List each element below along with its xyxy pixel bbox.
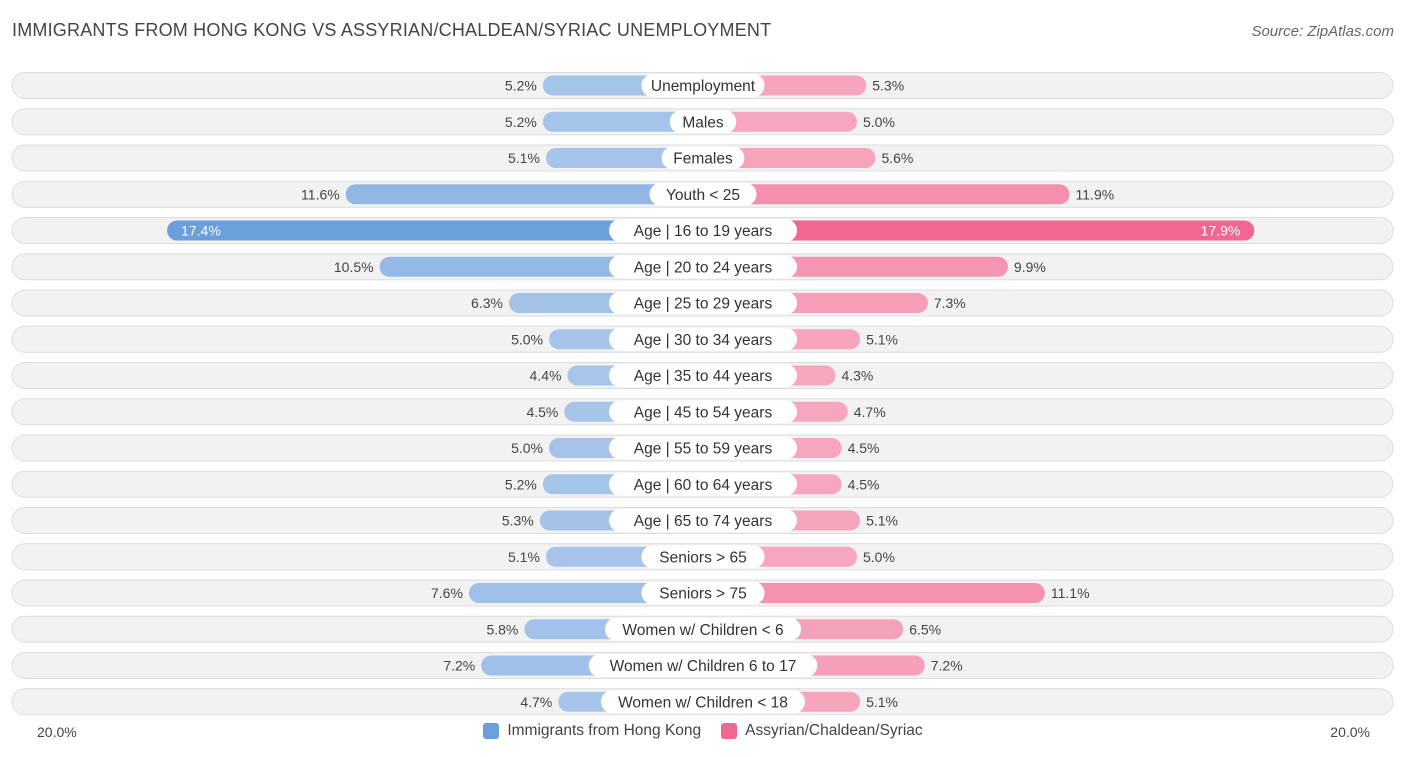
category-label-pill xyxy=(609,472,797,496)
legend-swatch-assyrian xyxy=(721,723,738,739)
legend-label-hong-kong: Immigrants from Hong Kong xyxy=(507,722,702,739)
axis-left-label: 20.0% xyxy=(37,724,77,740)
chart-title: IMMIGRANTS FROM HONG KONG VS ASSYRIAN/CH… xyxy=(12,20,772,40)
value-label-hong-kong: 4.4% xyxy=(530,368,562,384)
category-label: Women w/ Children < 18 xyxy=(618,694,788,711)
category-label-pill xyxy=(649,182,757,206)
value-label-hong-kong: 7.2% xyxy=(443,658,475,674)
source-label: Source: ZipAtlas.com xyxy=(1251,23,1394,40)
category-label: Age | 25 to 29 years xyxy=(634,296,773,313)
legend-item-hong-kong: Immigrants from Hong Kong xyxy=(483,722,701,740)
legend: Immigrants from Hong Kong Assyrian/Chald… xyxy=(0,722,1406,740)
category-label-pill xyxy=(609,436,797,460)
category-label: Age | 60 to 64 years xyxy=(634,477,773,494)
category-label-pill xyxy=(641,545,765,569)
value-label-assyrian: 4.5% xyxy=(848,476,880,492)
value-label-hong-kong: 5.2% xyxy=(505,114,537,130)
bar-hong-kong xyxy=(167,220,713,241)
value-label-assyrian: 5.0% xyxy=(863,114,895,130)
category-label-pill xyxy=(609,291,797,315)
category-label: Age | 55 to 59 years xyxy=(634,441,773,458)
bar-assyrian xyxy=(693,220,1255,241)
value-label-hong-kong: 17.4% xyxy=(181,223,221,239)
category-label-pill xyxy=(641,581,765,605)
value-label-hong-kong: 6.3% xyxy=(471,295,503,311)
category-label: Youth < 25 xyxy=(666,187,740,204)
value-label-assyrian: 4.5% xyxy=(848,440,880,456)
value-label-assyrian: 11.1% xyxy=(1051,585,1090,601)
category-label: Age | 16 to 19 years xyxy=(634,223,773,240)
value-label-assyrian: 5.6% xyxy=(881,150,913,166)
value-label-assyrian: 5.0% xyxy=(863,549,895,565)
value-label-assyrian: 6.5% xyxy=(909,621,941,637)
value-label-hong-kong: 5.1% xyxy=(508,549,540,565)
value-label-hong-kong: 5.8% xyxy=(486,621,518,637)
value-label-assyrian: 7.3% xyxy=(934,295,966,311)
value-label-hong-kong: 7.6% xyxy=(431,585,463,601)
value-label-assyrian: 4.7% xyxy=(854,404,886,420)
category-label: Age | 45 to 54 years xyxy=(634,404,773,421)
value-label-hong-kong: 5.0% xyxy=(511,331,543,347)
category-label-pill xyxy=(604,617,802,641)
category-label-pill xyxy=(588,654,818,677)
legend-label-assyrian: Assyrian/Chaldean/Syriac xyxy=(745,722,923,739)
category-label-pill xyxy=(661,146,745,170)
category-label: Age | 30 to 34 years xyxy=(634,332,773,349)
bar-hong-kong xyxy=(345,184,713,205)
bar-assyrian xyxy=(693,184,1070,205)
value-label-assyrian: 4.3% xyxy=(841,368,873,384)
value-label-assyrian: 11.9% xyxy=(1076,186,1115,202)
category-label: Women w/ Children 6 to 17 xyxy=(610,658,797,675)
category-label-pill xyxy=(609,400,797,424)
category-label: Males xyxy=(682,114,724,131)
category-label-pill xyxy=(609,255,797,279)
category-label-pill xyxy=(609,364,797,387)
category-label-pill xyxy=(609,219,797,242)
value-label-hong-kong: 5.2% xyxy=(505,78,537,94)
legend-swatch-hong-kong xyxy=(483,723,500,739)
bar-hong-kong xyxy=(542,111,713,132)
value-label-assyrian: 5.1% xyxy=(866,331,898,347)
value-label-assyrian: 5.1% xyxy=(866,694,898,710)
value-label-hong-kong: 5.1% xyxy=(508,150,540,166)
category-label-pill xyxy=(669,110,737,134)
value-label-hong-kong: 5.2% xyxy=(505,476,537,492)
value-label-hong-kong: 4.5% xyxy=(526,404,558,420)
value-label-assyrian: 7.2% xyxy=(931,658,963,674)
value-label-hong-kong: 5.0% xyxy=(511,440,543,456)
value-label-hong-kong: 4.7% xyxy=(520,694,552,710)
category-label: Unemployment xyxy=(651,78,756,95)
legend-item-assyrian: Assyrian/Chaldean/Syriac xyxy=(721,722,923,740)
value-label-hong-kong: 5.3% xyxy=(502,513,534,529)
category-label: Women w/ Children < 6 xyxy=(622,622,783,639)
category-label: Age | 35 to 44 years xyxy=(634,368,773,385)
bar-assyrian xyxy=(693,583,1045,603)
value-label-assyrian: 17.9% xyxy=(1201,223,1241,239)
category-label-pill xyxy=(600,690,806,714)
category-label: Seniors > 65 xyxy=(659,549,746,566)
value-label-assyrian: 5.1% xyxy=(866,513,898,529)
category-label: Age | 65 to 74 years xyxy=(634,513,773,530)
category-label-pill xyxy=(609,509,797,532)
category-label-pill xyxy=(609,327,797,351)
category-label-pill xyxy=(641,74,765,97)
value-label-hong-kong: 10.5% xyxy=(334,259,374,275)
category-label: Females xyxy=(673,151,733,168)
category-label: Seniors > 75 xyxy=(659,586,746,603)
value-label-assyrian: 9.9% xyxy=(1014,259,1046,275)
category-label: Age | 20 to 24 years xyxy=(634,259,773,276)
value-label-hong-kong: 11.6% xyxy=(301,186,340,202)
value-label-assyrian: 5.3% xyxy=(872,78,904,94)
axis-right-label: 20.0% xyxy=(1330,724,1370,740)
